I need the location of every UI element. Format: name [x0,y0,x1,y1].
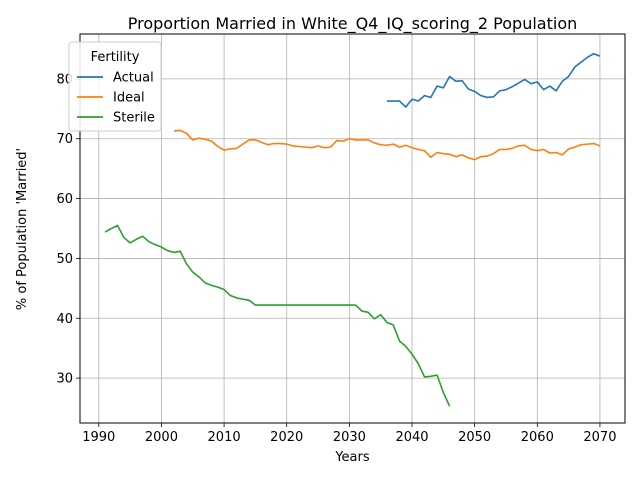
series-line-sterile [104,224,451,407]
x-tick-label: 2070 [583,430,616,445]
legend-box [68,41,162,132]
y-axis-label: % of Population 'Married' [15,148,30,310]
x-tick-label: 2050 [458,430,491,445]
x-tick-label: 2000 [145,430,178,445]
y-tick-label: 30 [56,372,73,387]
y-tick-label: 70 [56,132,73,147]
x-tick-label: 2040 [395,430,428,445]
legend-entries: Actual Ideal Sterile [77,71,155,126]
legend-label-ideal: Ideal [113,91,145,106]
legend-label-actual: Actual [113,71,154,86]
series-line-actual [386,52,601,108]
legend-label-sterile: Sterile [113,111,155,126]
plot-frame [79,33,626,424]
chart-title: Proportion Married in White_Q4_IQ_scorin… [128,14,578,34]
y-tick-label: 50 [56,252,73,267]
x-tick-label: 2060 [521,430,554,445]
y-tick-label: 60 [56,192,73,207]
series-layer [104,52,601,407]
legend-title: Fertility [91,50,140,65]
x-tick-label: 2030 [333,430,366,445]
legend: Fertility Actual Ideal Sterile [68,41,162,132]
y-tick-label: 40 [56,312,73,327]
x-tick-label: 2020 [270,430,303,445]
x-tick-label: 1990 [82,430,115,445]
x-axis: 1990 2000 2010 2020 2030 2040 2050 2060 2070 [82,423,616,445]
x-tick-label: 2010 [208,430,241,445]
series-line-ideal [173,129,601,161]
x-axis-label: Years [334,450,370,465]
